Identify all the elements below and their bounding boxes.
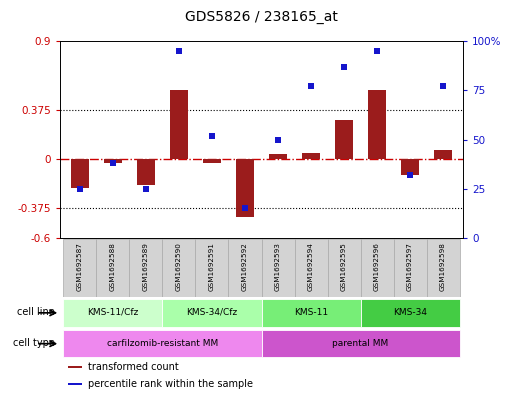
Point — [406, 172, 414, 178]
Text: GSM1692587: GSM1692587 — [77, 242, 83, 291]
Point — [439, 83, 447, 90]
Point — [76, 185, 84, 192]
Bar — [294, 239, 327, 297]
Bar — [236, 159, 254, 217]
Text: GSM1692593: GSM1692593 — [275, 242, 281, 291]
Bar — [368, 90, 386, 159]
Text: GSM1692596: GSM1692596 — [374, 242, 380, 291]
Text: parental MM: parental MM — [333, 339, 389, 347]
Bar — [196, 239, 229, 297]
Text: GSM1692595: GSM1692595 — [341, 242, 347, 291]
Text: percentile rank within the sample: percentile rank within the sample — [88, 378, 253, 389]
Bar — [335, 120, 353, 159]
Bar — [229, 239, 262, 297]
Bar — [137, 159, 155, 185]
Text: transformed count: transformed count — [88, 362, 179, 372]
Text: GSM1692594: GSM1692594 — [308, 242, 314, 291]
Text: KMS-11/Cfz: KMS-11/Cfz — [87, 308, 139, 317]
Text: cell type: cell type — [13, 338, 55, 348]
Bar — [427, 239, 460, 297]
Bar — [262, 239, 294, 297]
Point — [274, 136, 282, 143]
Bar — [68, 366, 82, 368]
Bar — [71, 159, 89, 188]
Text: GSM1692597: GSM1692597 — [407, 242, 413, 291]
Bar — [327, 239, 360, 297]
Bar — [393, 239, 427, 297]
Bar — [104, 159, 122, 163]
Text: GSM1692590: GSM1692590 — [176, 242, 182, 291]
Point — [307, 83, 315, 90]
Bar — [262, 299, 360, 327]
Text: KMS-34/Cfz: KMS-34/Cfz — [186, 308, 237, 317]
Point — [142, 185, 150, 192]
Point — [109, 160, 117, 166]
Bar — [302, 152, 320, 159]
Text: carfilzomib-resistant MM: carfilzomib-resistant MM — [107, 339, 218, 347]
Text: GSM1692588: GSM1692588 — [110, 242, 116, 291]
Text: GSM1692592: GSM1692592 — [242, 242, 248, 291]
Text: KMS-11: KMS-11 — [294, 308, 328, 317]
Bar — [203, 159, 221, 163]
Text: GSM1692589: GSM1692589 — [143, 242, 149, 291]
Text: GSM1692591: GSM1692591 — [209, 242, 215, 291]
Point — [175, 48, 183, 54]
Point — [208, 132, 216, 139]
Point — [373, 48, 381, 54]
Bar — [63, 239, 96, 297]
Text: KMS-34: KMS-34 — [393, 308, 427, 317]
Bar — [360, 299, 460, 327]
Text: GDS5826 / 238165_at: GDS5826 / 238165_at — [185, 10, 338, 24]
Bar — [360, 239, 393, 297]
Text: cell line: cell line — [17, 307, 55, 317]
Bar — [163, 299, 262, 327]
Bar — [63, 331, 262, 357]
Text: GSM1692598: GSM1692598 — [440, 242, 446, 291]
Bar — [401, 159, 419, 175]
Bar — [68, 383, 82, 384]
Bar — [262, 331, 460, 357]
Bar — [434, 150, 452, 159]
Bar — [163, 239, 196, 297]
Point — [241, 205, 249, 211]
Bar — [130, 239, 163, 297]
Bar — [96, 239, 130, 297]
Bar — [63, 299, 163, 327]
Point — [340, 64, 348, 70]
Bar — [269, 154, 287, 159]
Bar — [170, 90, 188, 159]
